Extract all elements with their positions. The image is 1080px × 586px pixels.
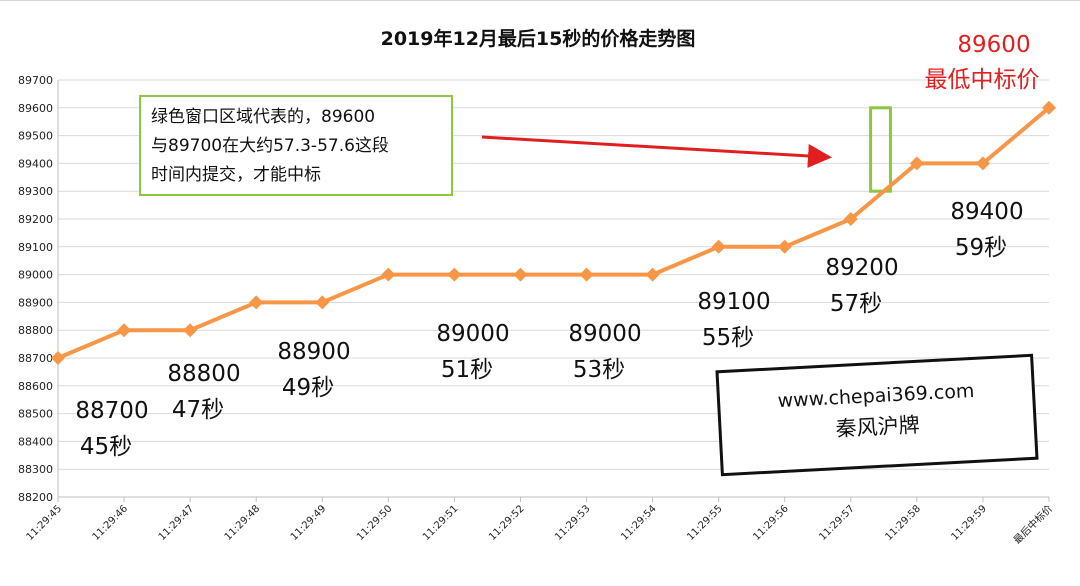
x-tick-label: 11:29:48	[223, 503, 263, 543]
x-tick-label: 11:29:57	[817, 503, 857, 543]
data-point	[117, 323, 132, 338]
y-tick-label: 89700	[18, 74, 53, 87]
x-tick-label: 11:29:46	[91, 503, 131, 543]
data-point	[249, 295, 264, 310]
data-label-time: 57秒	[830, 291, 882, 317]
data-label-time: 45秒	[80, 434, 132, 460]
x-tick-label: 11:29:50	[355, 503, 395, 543]
data-point	[315, 295, 330, 310]
highlight-rect	[869, 106, 892, 193]
y-tick-label: 88400	[18, 435, 53, 448]
data-label-time: 59秒	[955, 235, 1007, 261]
x-tick-label: 11:29:47	[157, 503, 197, 543]
data-label-time: 49秒	[282, 375, 334, 401]
x-tick-label: 11:29:51	[421, 503, 461, 543]
data-point	[909, 156, 924, 171]
x-tick-label: 11:29:45	[25, 503, 65, 543]
y-tick-label: 89500	[18, 130, 53, 143]
data-label-price: 89200	[825, 255, 898, 281]
data-point	[513, 267, 528, 282]
data-point	[645, 267, 660, 282]
x-tick-label: 11:29:53	[553, 503, 593, 543]
y-tick-label: 88200	[18, 491, 53, 504]
data-point	[51, 351, 65, 365]
data-label-time: 47秒	[172, 397, 224, 423]
data-point	[975, 156, 990, 171]
y-tick-label: 88600	[18, 380, 53, 393]
data-labels: 88700 45秒 88800 47秒 88900 49秒 89000 51秒 89000 53秒…	[75, 199, 1023, 460]
x-tick-label: 11:29:58	[883, 503, 923, 543]
annotation-arrow	[481, 135, 832, 168]
final-price-caption: 最低中标价	[925, 67, 1040, 93]
data-point	[711, 239, 726, 254]
y-tick-label: 89300	[18, 185, 53, 198]
x-axis: 11:29:45 11:29:46 11:29:47 11:29:48 11:29:49…	[25, 497, 1056, 547]
watermark-stamp: www.chepai369.com 秦风沪牌	[715, 353, 1039, 477]
x-tick-label: 11:29:52	[487, 503, 527, 543]
price-series	[51, 100, 1056, 365]
series-line	[57, 106, 1051, 360]
data-label-time: 55秒	[702, 325, 754, 351]
x-tick-label: 11:29:56	[751, 503, 791, 543]
data-point	[1042, 100, 1056, 115]
data-point	[579, 267, 594, 282]
data-label-price: 88800	[167, 361, 240, 387]
y-tick-label: 89100	[18, 241, 53, 254]
arrow-layer	[481, 135, 832, 168]
y-tick-label: 89200	[18, 213, 53, 226]
note-box: 绿色窗口区域代表的，89600 与89700在大约57.3-57.6这段 时间内…	[139, 95, 453, 196]
data-label-price: 88900	[277, 339, 350, 365]
data-label-price: 89000	[568, 321, 641, 347]
y-tick-label: 88800	[18, 324, 53, 337]
x-tick-label: 11:29:55	[685, 503, 725, 543]
y-tick-label: 89600	[18, 102, 53, 115]
x-tick-label: 11:29:54	[619, 503, 659, 543]
highlight-window	[869, 106, 892, 193]
y-tick-label: 88900	[18, 296, 53, 309]
x-tick-label: 11:29:49	[289, 503, 329, 543]
data-label-price: 89000	[436, 321, 509, 347]
data-point	[447, 267, 462, 282]
data-label-time: 53秒	[573, 357, 625, 383]
y-tick-label: 89000	[18, 269, 53, 282]
y-tick-label: 89400	[18, 157, 53, 170]
x-tick-label: 最后中标价	[1011, 502, 1056, 547]
final-price-label: 89600	[957, 32, 1030, 58]
data-label-price: 88700	[75, 398, 148, 424]
x-tick-label: 11:29:59	[950, 503, 990, 543]
chart-title: 2019年12月最后15秒的价格走势图	[381, 27, 696, 50]
data-label-price: 89400	[950, 199, 1023, 225]
data-point	[183, 323, 198, 338]
data-point	[381, 267, 396, 282]
y-tick-label: 88700	[18, 352, 53, 365]
data-label-time: 51秒	[441, 357, 493, 383]
data-point	[843, 212, 858, 226]
data-label-price: 89100	[697, 289, 770, 315]
data-point	[777, 239, 792, 254]
y-axis: 88200 88300 88400 88500 88600 88700 88800 88900…	[18, 74, 53, 504]
y-tick-label: 88500	[18, 408, 53, 421]
y-tick-label: 88300	[18, 463, 53, 476]
